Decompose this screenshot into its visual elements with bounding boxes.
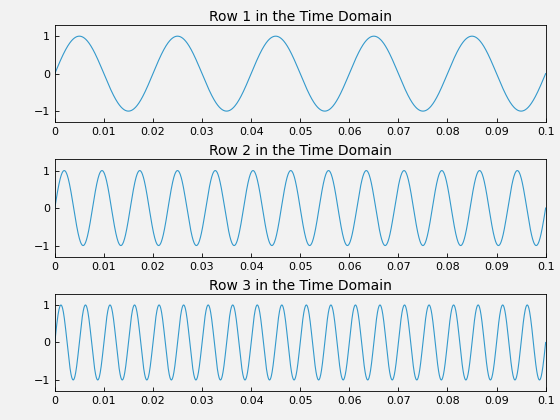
Title: Row 2 in the Time Domain: Row 2 in the Time Domain [209,144,391,158]
Title: Row 1 in the Time Domain: Row 1 in the Time Domain [209,10,391,24]
Title: Row 3 in the Time Domain: Row 3 in the Time Domain [209,278,391,293]
